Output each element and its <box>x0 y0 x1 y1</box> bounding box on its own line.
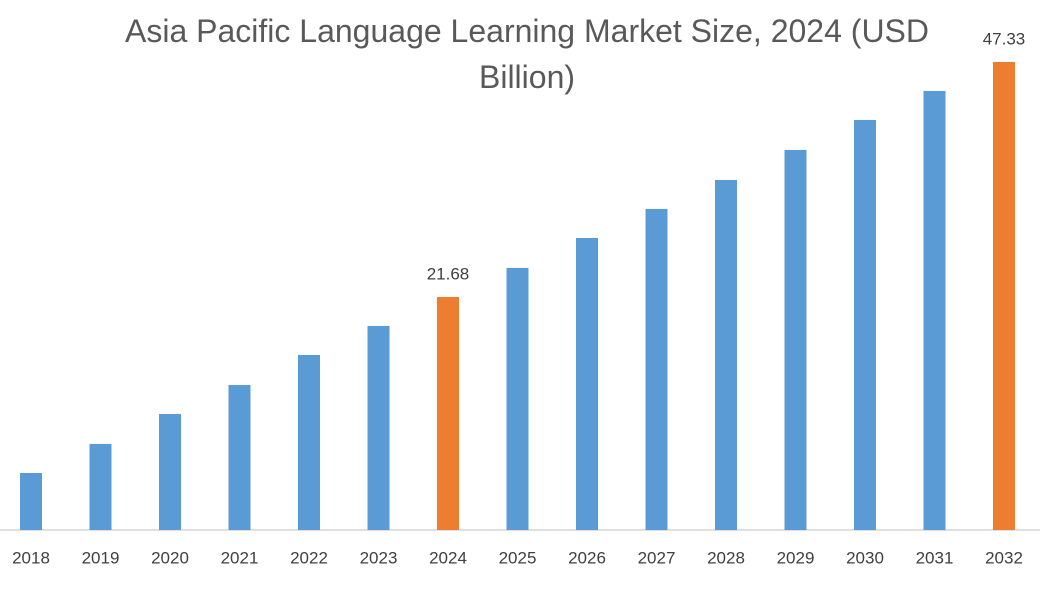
bar <box>993 61 1015 530</box>
x-tick-label: 2029 <box>777 548 815 567</box>
data-label: 47.33 <box>983 29 1026 48</box>
x-tick-label: 2023 <box>360 548 398 567</box>
x-tick-label: 2020 <box>151 548 189 567</box>
chart-title: Asia Pacific Language Learning Market Si… <box>125 13 929 95</box>
data-label: 21.68 <box>427 264 470 283</box>
x-tick-label: 2025 <box>499 548 537 567</box>
bar <box>89 443 112 530</box>
bar <box>367 325 390 530</box>
bar <box>228 384 251 530</box>
x-tick-label: 2018 <box>12 548 50 567</box>
bar <box>645 208 668 531</box>
bar <box>715 179 737 531</box>
x-tick-label: 2022 <box>290 548 328 567</box>
bar <box>506 267 529 530</box>
x-tick-label: 2030 <box>846 548 884 567</box>
x-tick-label: 2031 <box>916 548 954 567</box>
bar <box>923 90 946 530</box>
x-tick-label: 2019 <box>82 548 120 567</box>
bar <box>784 149 807 531</box>
bar <box>576 237 598 530</box>
x-tick-label: 2026 <box>568 548 606 567</box>
bar <box>159 413 181 530</box>
bar <box>298 354 320 530</box>
x-tick-label: 2024 <box>429 548 467 567</box>
bar <box>854 119 876 530</box>
bar <box>20 473 42 530</box>
bar <box>437 296 459 530</box>
x-tick-label: 2027 <box>638 548 676 567</box>
x-tick-label: 2021 <box>221 548 259 567</box>
x-tick-label: 2028 <box>707 548 745 567</box>
x-tick-label: 2032 <box>985 548 1023 567</box>
